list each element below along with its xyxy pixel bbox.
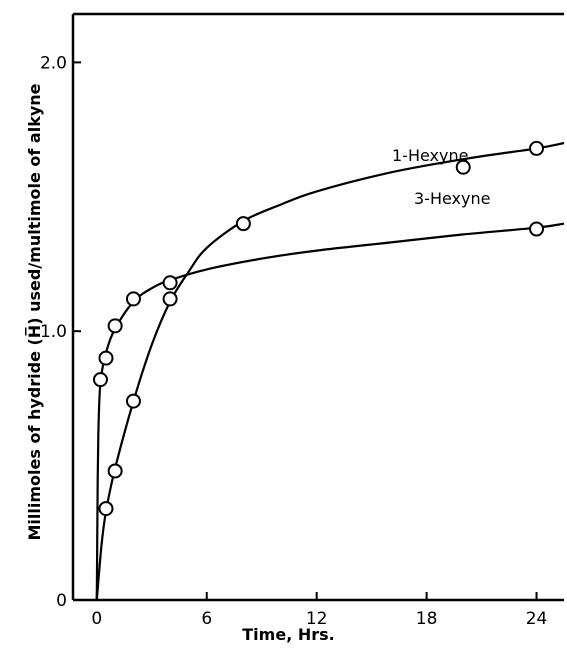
x-tick-label: 12 — [306, 609, 328, 629]
1-hexyne-data-point — [98, 501, 114, 517]
series-labels: 1-Hexyne 3-Hexyne — [392, 146, 490, 208]
x-tick-label: 18 — [416, 609, 438, 629]
y-tick-label: 0 — [56, 591, 67, 611]
series-markers — [92, 140, 545, 517]
3-hexyne-data-point — [162, 275, 178, 291]
y-axis-title: Millimoles of hydride (H̅) used/multimol… — [24, 83, 44, 540]
1-hexyne-label: 1-Hexyne — [392, 146, 468, 165]
1-hexyne-data-point — [529, 140, 545, 156]
3-hexyne-data-point — [98, 350, 114, 366]
y-tick-label: 1.0 — [40, 322, 67, 342]
x-tick-label: 0 — [91, 609, 102, 629]
x-tick-label: 24 — [526, 609, 548, 629]
plot-frame — [71, 12, 564, 602]
3-hexyne-data-point — [92, 372, 108, 388]
1-hexyne-data-point — [107, 463, 123, 479]
y-tick-label: 2.0 — [40, 53, 67, 73]
1-hexyne-data-point — [125, 393, 141, 409]
series-curves — [95, 141, 565, 601]
x-axis-title: Time, Hrs. — [242, 625, 334, 644]
3-hexyne-curve — [95, 222, 565, 601]
x-ticks: 0 6 12 18 24 — [91, 592, 547, 629]
3-hexyne-data-point — [529, 221, 545, 237]
1-hexyne-data-point — [162, 291, 178, 307]
x-tick-label: 6 — [201, 609, 212, 629]
y-ticks: 0 1.0 2.0 — [40, 53, 81, 611]
1-hexyne-data-point — [455, 159, 471, 175]
3-hexyne-label: 3-Hexyne — [414, 189, 490, 208]
1-hexyne-curve — [95, 141, 565, 601]
1-hexyne-data-point — [235, 216, 251, 232]
3-hexyne-data-point — [125, 291, 141, 307]
3-hexyne-data-point — [107, 318, 123, 334]
